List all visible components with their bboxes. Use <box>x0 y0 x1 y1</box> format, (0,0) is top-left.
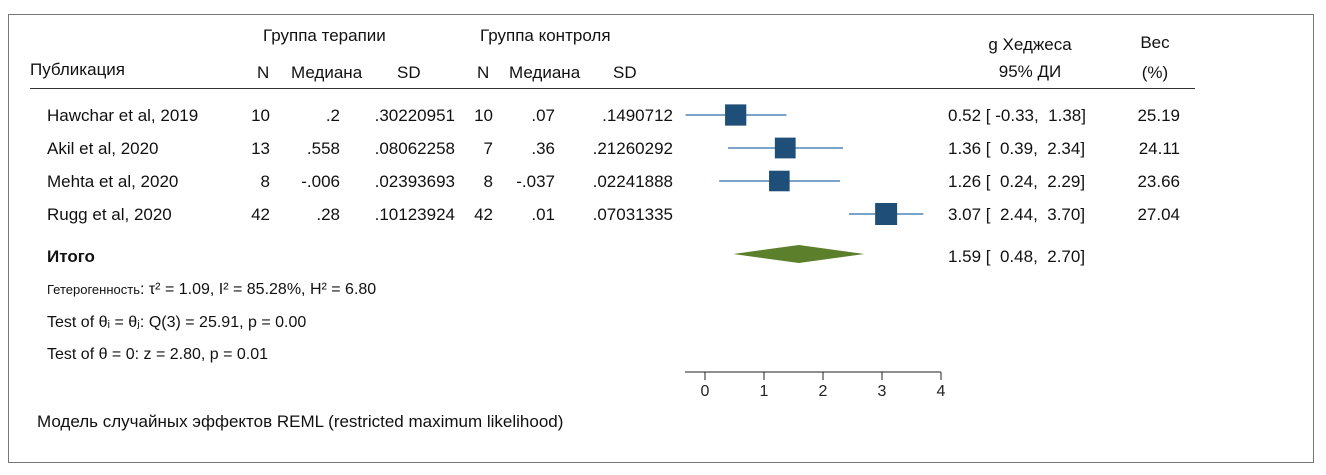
treatment-sd: .08062258 <box>374 139 455 158</box>
treatment-sd: .02393693 <box>374 172 455 191</box>
control-n: 42 <box>474 205 493 224</box>
study-marker <box>769 170 790 192</box>
control-median: .36 <box>531 139 555 158</box>
overall-effect-ci: 1.59 [ 0.48, 2.70] <box>948 247 1086 266</box>
overall-label: Итого <box>47 247 95 266</box>
treatment-median: -.006 <box>301 172 340 191</box>
weight-value: 27.04 <box>1137 205 1180 224</box>
treatment-n: 13 <box>251 139 270 158</box>
publication-column-header: Публикация <box>30 60 126 79</box>
control-sd: .02241888 <box>592 172 673 191</box>
weight-value: 24.11 <box>1138 139 1180 158</box>
study-name: Hawchar et al, 2019 <box>47 106 199 125</box>
test-theta-0: Test of θ = 0: z = 2.80, p = 0.01 <box>47 346 269 363</box>
test-theta-i: Test of θᵢ = θⱼ: Q(3) = 25.91, p = 0.00 <box>47 314 307 331</box>
overall-diamond <box>733 245 865 263</box>
effect-ci: 3.07 [ 2.44, 3.70] <box>948 205 1086 224</box>
control-median: .01 <box>531 205 555 224</box>
control-sd: .1490712 <box>602 106 673 125</box>
effect-ci: 0.52 [ -0.33, 1.38] <box>948 106 1086 125</box>
treatment-n: 10 <box>251 106 270 125</box>
study-marker <box>774 137 796 159</box>
effect-ci: 1.36 [ 0.39, 2.34] <box>948 139 1086 158</box>
treatment-median: .558 <box>306 139 340 158</box>
control-median-header: Медиана <box>509 63 581 82</box>
x-tick-label: 1 <box>760 383 769 400</box>
x-tick-label: 2 <box>819 383 828 400</box>
control-n-header: N <box>477 63 490 82</box>
treatment-median: .28 <box>316 205 340 224</box>
x-tick-label: 0 <box>701 383 710 400</box>
x-tick-label: 3 <box>878 383 887 400</box>
study-marker <box>875 203 898 225</box>
treatment-n: 42 <box>251 205 270 224</box>
effect-size-header: g Хеджеса <box>988 35 1072 54</box>
study-name: Mehta et al, 2020 <box>47 172 179 191</box>
treatment-sd: .10123924 <box>374 205 455 224</box>
weight-header: Вес <box>1140 33 1170 52</box>
heterogeneity-values: : τ² = 1.09, I² = 85.28%, H² = 6.80 <box>139 281 377 298</box>
treatment-n-header: N <box>257 63 270 82</box>
effect-ci: 1.26 [ 0.24, 2.29] <box>948 172 1086 191</box>
control-n: 10 <box>474 106 493 125</box>
x-tick-label: 4 <box>937 383 946 400</box>
control-sd-header: SD <box>613 63 637 82</box>
treatment-n: 8 <box>260 172 270 191</box>
control-n: 8 <box>483 172 493 191</box>
treatment-sd: .30220951 <box>374 106 455 125</box>
treatment-group-header: Группа терапии <box>263 26 386 45</box>
heterogeneity-label: Гетерогенность <box>47 282 140 297</box>
control-group-header: Группа контроля <box>480 26 611 45</box>
ci-header: 95% ДИ <box>998 62 1062 81</box>
weight-unit-header: (%) <box>1141 63 1169 82</box>
heterogeneity-line: Гетерогенность: τ² = 1.09, I² = 85.28%, … <box>47 280 376 300</box>
treatment-median-header: Медиана <box>291 63 363 82</box>
study-name: Akil et al, 2020 <box>47 139 159 158</box>
treatment-sd-header: SD <box>397 63 421 82</box>
control-median: -.037 <box>516 172 555 191</box>
control-sd: .07031335 <box>592 205 673 224</box>
control-median: .07 <box>531 106 555 125</box>
study-marker <box>725 104 747 126</box>
control-n: 7 <box>483 139 493 158</box>
figure-frame <box>8 14 1314 463</box>
weight-value: 25.19 <box>1137 106 1180 125</box>
study-name: Rugg et al, 2020 <box>47 205 172 224</box>
footnote: Модель случайных эффектов REML (restrict… <box>37 412 564 431</box>
treatment-median: .2 <box>325 106 340 125</box>
header-rule <box>30 88 1195 89</box>
weight-value: 23.66 <box>1137 172 1180 191</box>
control-sd: .21260292 <box>592 139 673 158</box>
